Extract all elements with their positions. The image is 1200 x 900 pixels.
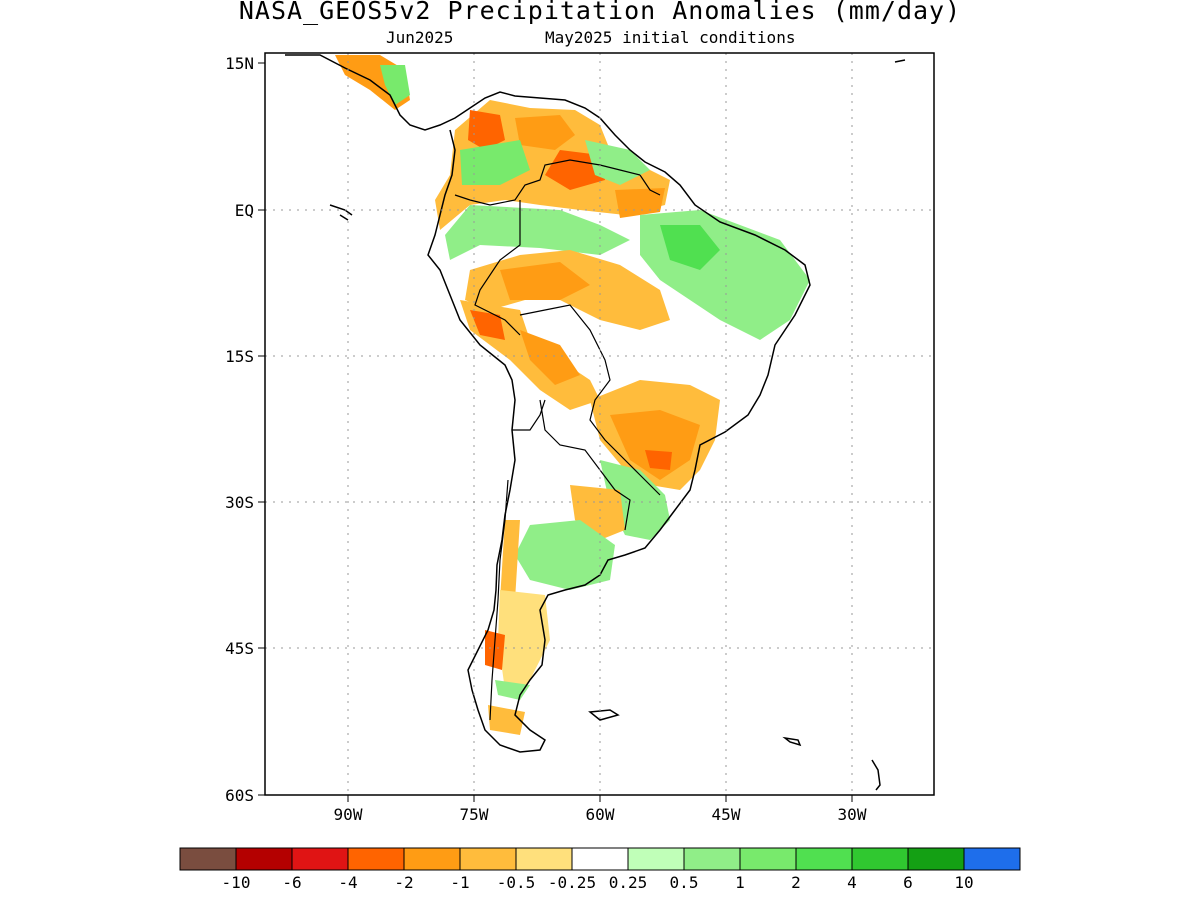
anomaly-patch — [380, 65, 410, 105]
colorbar-label: 1 — [735, 873, 745, 892]
colorbar-label: -6 — [282, 873, 301, 892]
colorbar-swatch — [571, 847, 629, 871]
colorbar-label: 4 — [847, 873, 857, 892]
country-border — [489, 479, 509, 721]
colorbar-label: -2 — [394, 873, 413, 892]
colorbar-label: -4 — [338, 873, 357, 892]
colorbar-swatch — [739, 847, 797, 871]
anomaly-patch — [500, 520, 520, 600]
lat-axis: 15N EQ 15S 30S 45S 60S — [225, 54, 265, 805]
lon-label: 60W — [586, 805, 615, 824]
island-coastline — [588, 709, 620, 721]
colorbar-swatch — [403, 847, 461, 871]
lat-label: 60S — [225, 786, 254, 805]
colorbar-swatch — [627, 847, 685, 871]
colorbar-label: 2 — [791, 873, 801, 892]
colorbar-label: 0.25 — [609, 873, 648, 892]
colorbar-swatch — [683, 847, 741, 871]
lon-label: 90W — [334, 805, 363, 824]
colorbar-swatch — [347, 847, 405, 871]
anomaly-patch — [500, 262, 590, 300]
map-title: NASA_GEOS5v2 Precipitation Anomalies (mm… — [238, 0, 962, 25]
anomaly-patch — [460, 140, 530, 185]
colorbar-label: -0.25 — [548, 873, 596, 892]
lat-label: 30S — [225, 493, 254, 512]
lat-label: 45S — [225, 639, 254, 658]
anomaly-patch — [660, 225, 720, 270]
coastline — [285, 54, 811, 753]
anomaly-patch — [520, 330, 580, 385]
colorbar-swatch — [235, 847, 293, 871]
colorbar-swatch — [179, 847, 237, 871]
lat-label: 15S — [225, 347, 254, 366]
target-month-label: Jun2025 — [386, 28, 454, 47]
island-coastline — [782, 736, 802, 747]
colorbar-label: 6 — [903, 873, 913, 892]
lat-label: EQ — [235, 201, 254, 220]
anomaly-patch — [515, 115, 575, 150]
coastlines — [285, 54, 906, 791]
colorbar-label: 0.5 — [670, 873, 699, 892]
country-borders — [454, 159, 661, 721]
colorbar: -10 -6 -4 -2 -1 -0.5 -0.25 0.25 0.5 1 2 4 6 10 — [179, 847, 1021, 892]
country-border — [512, 399, 546, 431]
anomaly-field — [335, 55, 810, 735]
anomaly-patch — [610, 410, 700, 480]
anomaly-patch — [485, 630, 505, 670]
colorbar-swatch — [851, 847, 909, 871]
lat-label: 15N — [225, 54, 254, 73]
colorbar-swatch — [795, 847, 853, 871]
country-border — [454, 159, 641, 206]
colorbar-label: -1 — [450, 873, 469, 892]
colorbar-swatch — [963, 847, 1021, 871]
country-border — [639, 174, 661, 196]
colorbar-label: -0.5 — [497, 873, 536, 892]
island-coastline — [894, 59, 906, 63]
lon-label: 75W — [460, 805, 489, 824]
colorbar-label: -10 — [222, 873, 251, 892]
country-border — [519, 304, 661, 496]
anomaly-patch — [545, 150, 605, 190]
anomaly-patch — [445, 205, 630, 260]
lon-label: 30W — [838, 805, 867, 824]
anomaly-patch — [495, 680, 530, 700]
colorbar-swatch — [907, 847, 965, 871]
country-border — [474, 200, 521, 336]
anomaly-patch — [498, 590, 550, 700]
anomaly-patch — [470, 310, 505, 340]
anomaly-patch — [515, 520, 615, 590]
island-coastline — [871, 759, 881, 791]
country-border — [539, 399, 631, 531]
colorbar-swatch — [291, 847, 349, 871]
lon-axis: 90W 75W 60W 45W 30W — [334, 795, 867, 824]
anomaly-patch — [468, 110, 505, 150]
colorbar-swatch — [459, 847, 517, 871]
anomaly-patch — [645, 450, 672, 470]
initial-conditions-label: May2025 initial conditions — [545, 28, 796, 47]
lon-label: 45W — [712, 805, 741, 824]
colorbar-swatch — [515, 847, 573, 871]
anomaly-patch — [615, 188, 665, 218]
colorbar-label: 10 — [954, 873, 973, 892]
island-coastline — [329, 204, 353, 221]
